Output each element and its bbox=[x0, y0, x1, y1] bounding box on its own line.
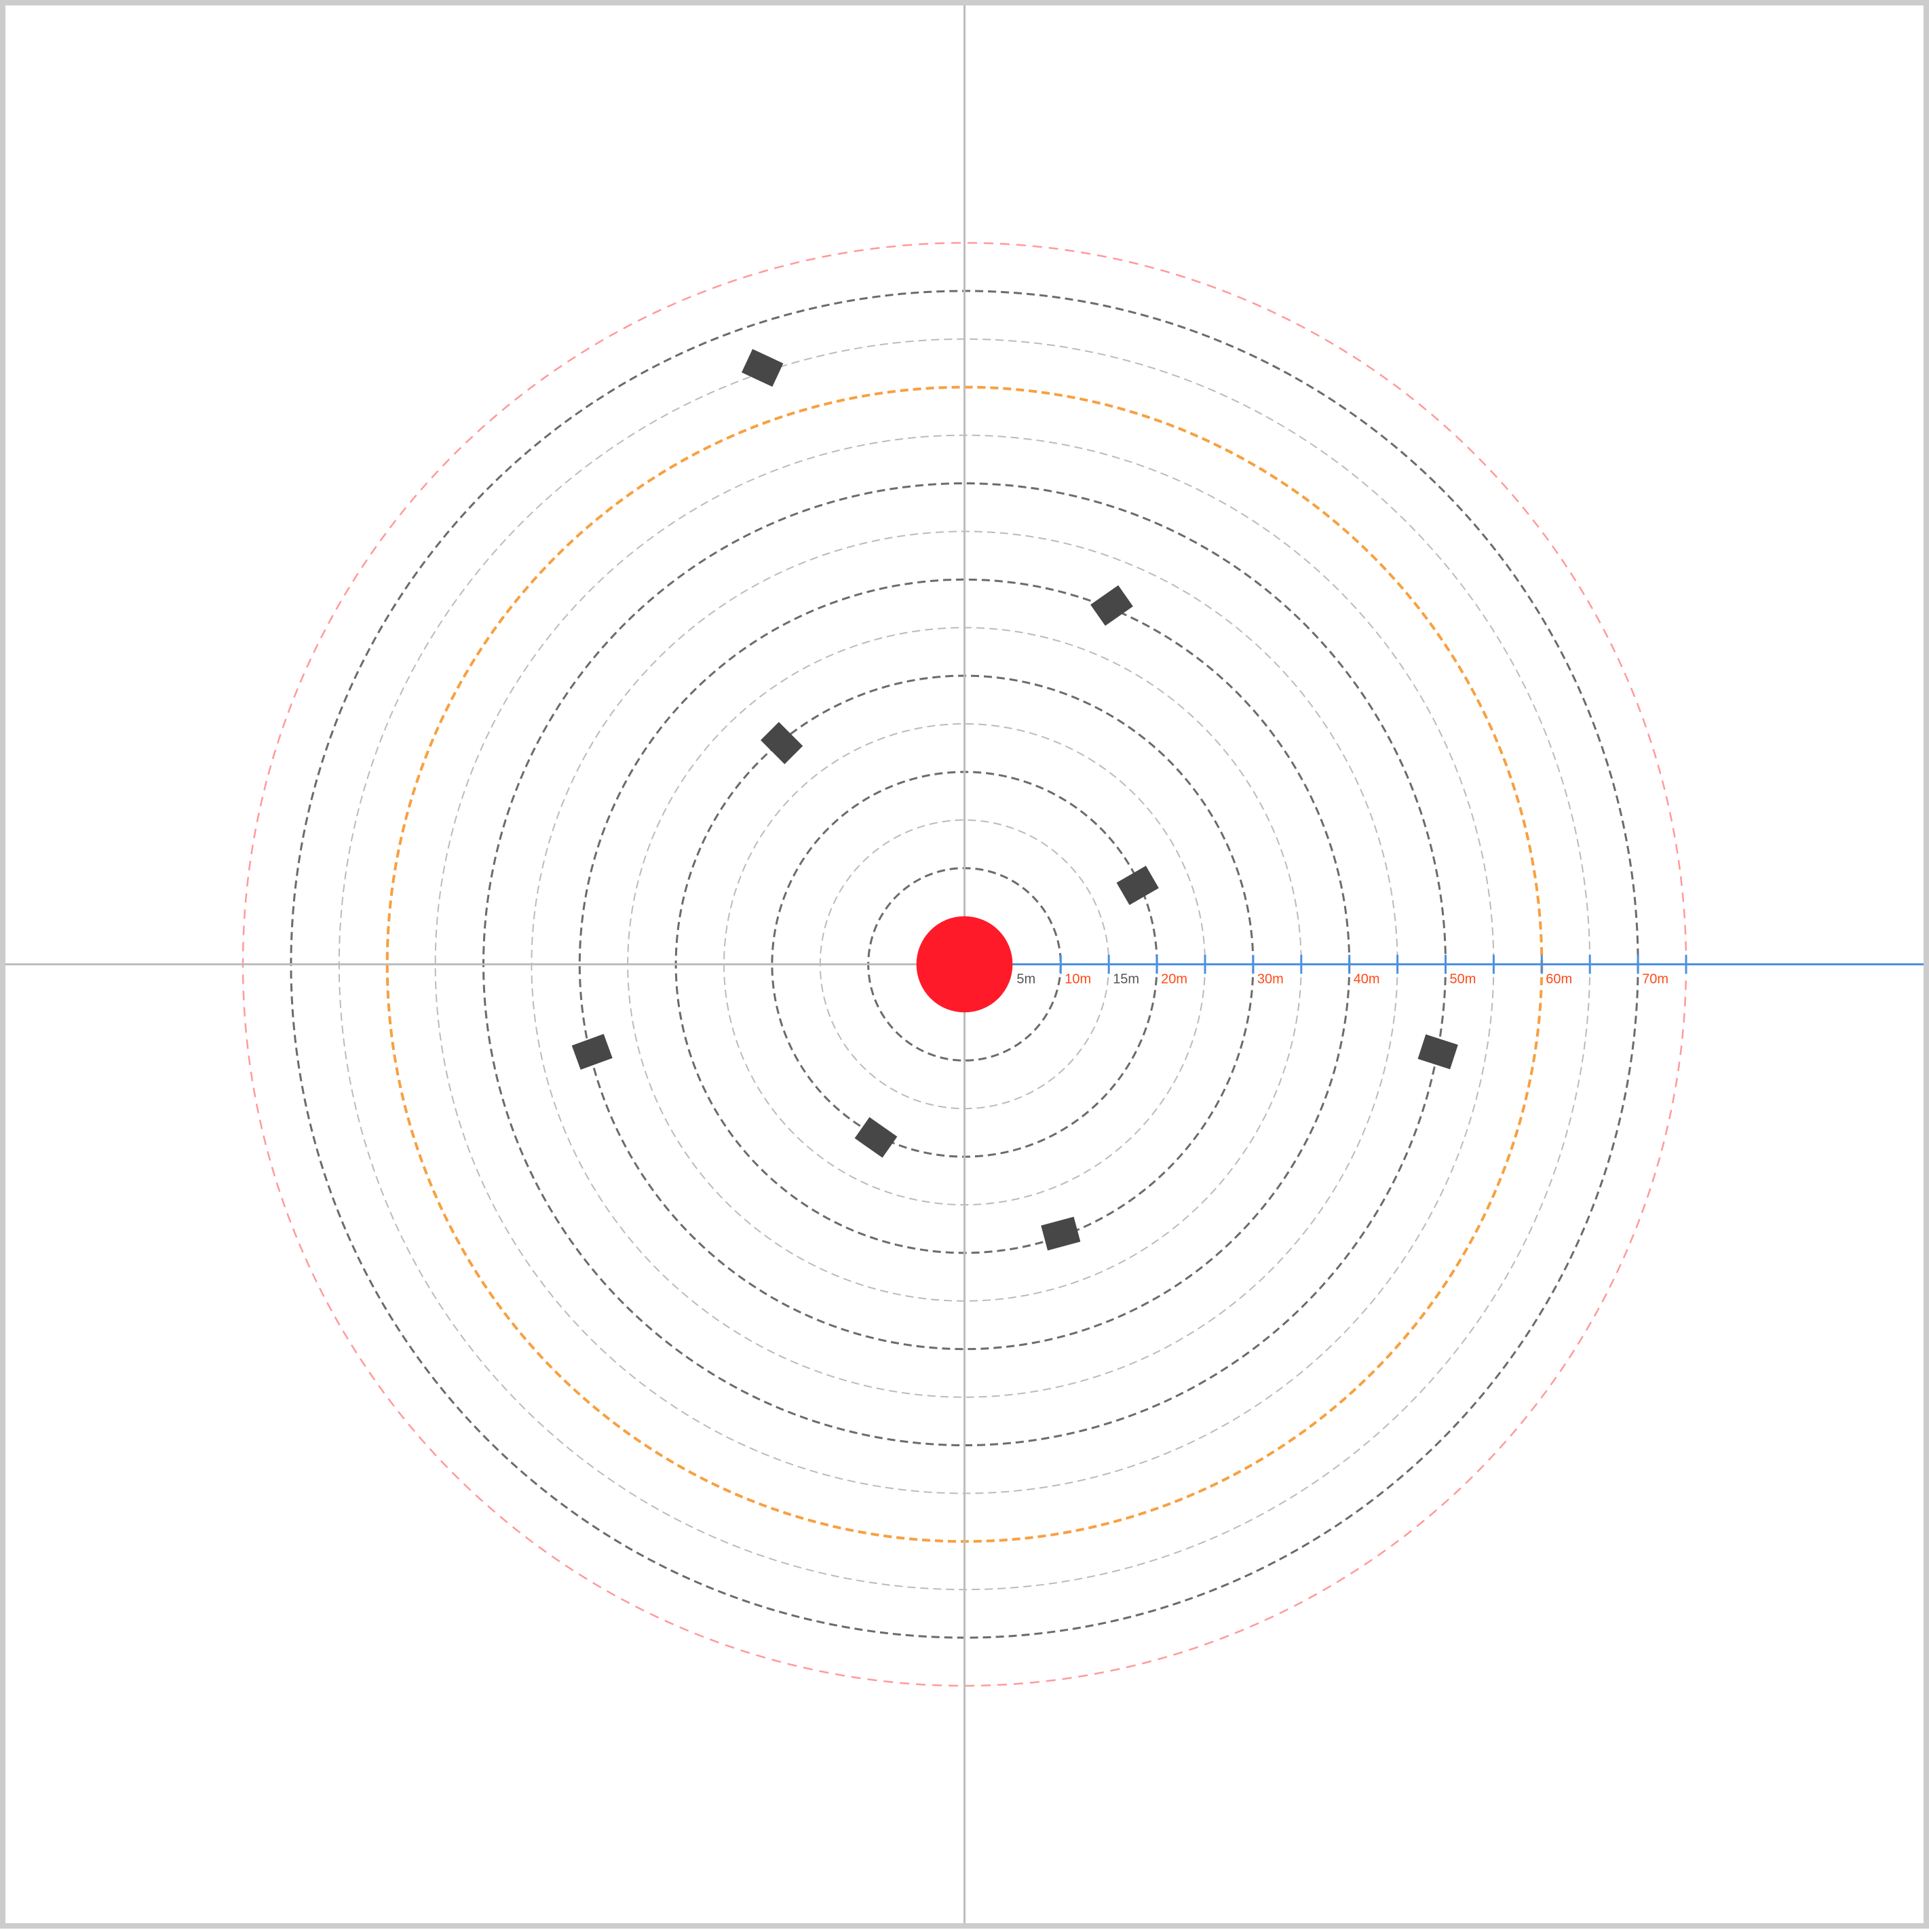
scale-label: 15m bbox=[1113, 972, 1139, 987]
scale-label: 70m bbox=[1642, 972, 1668, 987]
scale-label: 5m bbox=[1016, 972, 1035, 987]
scale-label: 60m bbox=[1546, 972, 1572, 987]
center-marker-icon bbox=[917, 916, 1013, 1013]
scale-label: 30m bbox=[1257, 972, 1284, 987]
scale-label: 20m bbox=[1161, 972, 1187, 987]
scale-label: 10m bbox=[1065, 972, 1091, 987]
scale-label: 50m bbox=[1450, 972, 1476, 987]
scale-label: 40m bbox=[1354, 972, 1380, 987]
